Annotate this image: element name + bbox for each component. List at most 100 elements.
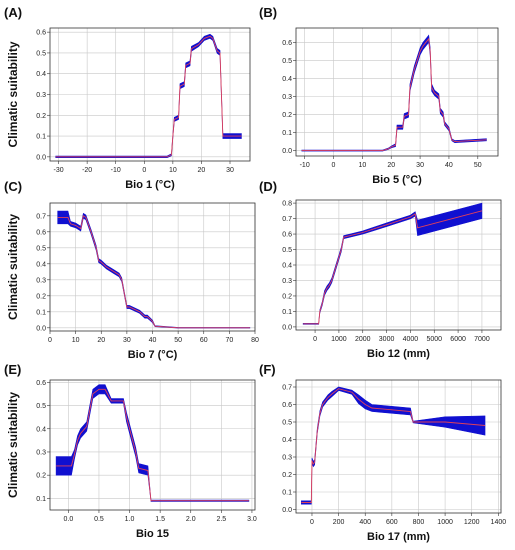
y-axis-label: Climatic suitability bbox=[6, 41, 20, 147]
y-tick-label: 0.5 bbox=[282, 420, 292, 427]
x-tick-label: -30 bbox=[54, 167, 64, 174]
y-tick-label: 0.0 bbox=[36, 325, 46, 332]
x-tick-label: 20 bbox=[387, 162, 395, 169]
y-tick-label: 0.3 bbox=[282, 94, 292, 101]
y-tick-label: 0.1 bbox=[36, 134, 46, 141]
y-axis-label: Climatic suitability bbox=[6, 214, 20, 320]
chart-panel-2: 0 10 20 30 40 50 60 70 80 0.0 0.1 0.2 0.3 0.4 0.5 0.6 0.… bbox=[4, 179, 259, 361]
x-axis-label: Bio 1 (°C) bbox=[125, 179, 175, 191]
y-tick-label: 0.3 bbox=[282, 455, 292, 462]
y-tick-label: 0.2 bbox=[282, 472, 292, 479]
y-tick-label: 0.3 bbox=[36, 449, 46, 456]
y-tick-label: 0.4 bbox=[282, 437, 292, 444]
y-tick-label: 0.6 bbox=[282, 232, 292, 239]
y-tick-label: 0.2 bbox=[36, 293, 46, 300]
chart-panel-3: 0 1000 2000 3000 4000 5000 6000 7000 0.0 0.1 0.2 0.… bbox=[259, 179, 502, 360]
x-tick-label: 70 bbox=[225, 337, 233, 344]
y-tick-label: 0.0 bbox=[36, 154, 46, 161]
x-tick-label: 0 bbox=[332, 162, 336, 169]
y-tick-label: 0.1 bbox=[36, 309, 46, 316]
y-tick-label: 0.2 bbox=[282, 112, 292, 119]
panel-letter: (E) bbox=[4, 362, 21, 377]
y-tick-label: 0.3 bbox=[36, 277, 46, 284]
x-axis-label: Bio 15 bbox=[136, 528, 169, 540]
x-tick-label: 10 bbox=[169, 167, 177, 174]
x-tick-label: 600 bbox=[386, 519, 398, 526]
plot-frame bbox=[49, 379, 256, 511]
y-tick-label: 0.4 bbox=[282, 263, 292, 270]
x-tick-label: 1.5 bbox=[155, 516, 165, 523]
y-tick-label: 0.6 bbox=[282, 402, 292, 409]
plot-frame bbox=[295, 379, 502, 514]
y-tick-label: 0.6 bbox=[282, 40, 292, 47]
x-tick-label: 50 bbox=[174, 337, 182, 344]
y-tick-label: 0.4 bbox=[36, 426, 46, 433]
y-tick-label: 0.7 bbox=[282, 216, 292, 223]
panel-letter: (D) bbox=[259, 179, 277, 194]
chart-panel-0: -30 -20 -10 0 10 20 30 0.0 0.1 0.2 0.3 0.4 0.5 0.6 Bio… bbox=[4, 5, 251, 191]
x-tick-label: 2.5 bbox=[216, 516, 226, 523]
x-tick-label: 3.0 bbox=[247, 516, 257, 523]
y-tick-label: 0.2 bbox=[282, 293, 292, 300]
x-tick-label: 50 bbox=[474, 162, 482, 169]
y-tick-label: 0.5 bbox=[36, 245, 46, 252]
x-tick-label: 1000 bbox=[331, 336, 347, 343]
y-tick-label: 0.6 bbox=[36, 380, 46, 387]
confidence-band bbox=[302, 202, 483, 325]
x-tick-label: 200 bbox=[333, 519, 345, 526]
y-axis-label: Climatic suitability bbox=[6, 392, 20, 498]
panel-letter: (B) bbox=[259, 5, 277, 20]
y-tick-label: 0.3 bbox=[282, 278, 292, 285]
x-tick-label: 30 bbox=[416, 162, 424, 169]
x-tick-label: -10 bbox=[300, 162, 310, 169]
y-tick-label: 0.1 bbox=[282, 130, 292, 137]
x-tick-label: 0 bbox=[142, 167, 146, 174]
x-tick-label: 0.0 bbox=[63, 516, 73, 523]
y-tick-label: 0.7 bbox=[36, 213, 46, 220]
panel-letter: (C) bbox=[4, 179, 22, 194]
x-tick-label: 1000 bbox=[437, 519, 453, 526]
x-tick-label: -20 bbox=[82, 167, 92, 174]
y-tick-label: 0.4 bbox=[282, 76, 292, 83]
y-tick-label: 0.4 bbox=[36, 261, 46, 268]
y-tick-label: 0.1 bbox=[36, 496, 46, 503]
mean-response-line bbox=[301, 388, 486, 503]
x-tick-label: -10 bbox=[111, 167, 121, 174]
x-tick-label: 40 bbox=[445, 162, 453, 169]
y-tick-label: 0.0 bbox=[282, 324, 292, 331]
mean-response-line bbox=[56, 388, 249, 502]
x-axis-label: Bio 17 (mm) bbox=[367, 531, 430, 543]
x-axis-label: Bio 12 (mm) bbox=[367, 348, 430, 360]
x-tick-label: 1400 bbox=[491, 519, 507, 526]
x-tick-label: 400 bbox=[359, 519, 371, 526]
x-tick-label: 0.5 bbox=[94, 516, 104, 523]
x-tick-label: 4000 bbox=[403, 336, 419, 343]
chart-panel-4: 0.0 0.5 1.0 1.5 2.0 2.5 3.0 0.1 0.2 0.3 0.4 0.5 0.6 B… bbox=[4, 362, 257, 540]
y-tick-label: 0.0 bbox=[282, 507, 292, 514]
x-tick-label: 1200 bbox=[464, 519, 480, 526]
y-tick-label: 0.5 bbox=[282, 58, 292, 65]
x-tick-label: 20 bbox=[198, 167, 206, 174]
panel-letter: (A) bbox=[4, 5, 22, 20]
y-tick-label: 0.1 bbox=[282, 490, 292, 497]
y-tick-label: 0.5 bbox=[282, 247, 292, 254]
x-tick-label: 10 bbox=[358, 162, 366, 169]
x-tick-label: 80 bbox=[251, 337, 259, 344]
mean-response-line bbox=[55, 35, 242, 158]
chart-panel-5: 0 200 400 600 800 1000 1200 1400 0.0 0.1 0.2 0.3 0.4… bbox=[259, 362, 506, 543]
y-tick-label: 0.7 bbox=[282, 385, 292, 392]
x-tick-label: 10 bbox=[72, 337, 80, 344]
x-axis-label: Bio 7 (°C) bbox=[128, 349, 178, 361]
x-tick-label: 2000 bbox=[355, 336, 371, 343]
x-tick-label: 3000 bbox=[379, 336, 395, 343]
y-tick-label: 0.5 bbox=[36, 50, 46, 57]
x-tick-label: 5000 bbox=[426, 336, 442, 343]
plot-frame bbox=[295, 27, 499, 157]
y-tick-label: 0.5 bbox=[36, 403, 46, 410]
confidence-band bbox=[301, 34, 487, 152]
x-axis-label: Bio 5 (°C) bbox=[372, 174, 422, 186]
chart-panel-1: -10 0 10 20 30 40 50 0.0 0.1 0.2 0.3 0.4 0.5 0.6 Bio 5… bbox=[259, 5, 499, 186]
y-tick-label: 0.0 bbox=[282, 148, 292, 155]
mean-response-line bbox=[57, 215, 250, 329]
mean-response-line bbox=[303, 210, 483, 325]
